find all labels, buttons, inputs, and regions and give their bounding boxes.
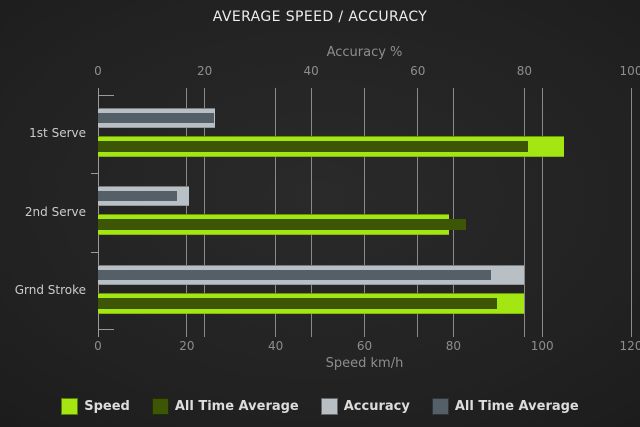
category-divider-tick: [91, 173, 98, 174]
category-label: Grnd Stroke: [14, 283, 86, 297]
legend-item-accuracy[interactable]: Accuracy: [320, 398, 410, 415]
gridline-bottom-80: [452, 88, 454, 337]
bar-all-time-average: [98, 219, 466, 230]
legend-swatch-icon: [151, 398, 169, 415]
bottom-axis-title: Speed km/h: [325, 356, 404, 371]
gridline-bottom-100: [541, 88, 543, 337]
plot-bottom-edge: [98, 329, 114, 330]
legend-swatch-icon: [431, 398, 449, 415]
top-tick-40: 40: [303, 64, 319, 78]
gridline-top-60: [417, 88, 419, 337]
legend-swatch-icon: [320, 398, 338, 415]
top-axis-title: Accuracy %: [326, 45, 403, 60]
top-tick-0: 0: [94, 64, 102, 78]
top-tick-60: 60: [410, 64, 426, 78]
legend-item-label: All Time Average: [174, 399, 299, 414]
bottom-tick-120: 120: [619, 339, 640, 353]
legend-item-label: Speed: [84, 399, 130, 414]
bottom-tick-20: 20: [179, 339, 195, 353]
top-tick-20: 20: [196, 64, 213, 78]
gridline-top-40: [310, 88, 312, 337]
bar-all-time-average: [98, 270, 491, 280]
gridline-top-80: [523, 88, 525, 337]
gridline-top-20: [204, 88, 206, 337]
legend-item-all-time-average[interactable]: All Time Average: [431, 398, 579, 415]
bar-all-time-average: [98, 141, 528, 152]
legend-item-all-time-average[interactable]: All Time Average: [151, 398, 299, 415]
category-label: 2nd Serve: [24, 205, 86, 219]
top-tick-80: 80: [516, 64, 533, 78]
bottom-tick-100: 100: [530, 339, 554, 353]
bottom-tick-60: 60: [356, 339, 373, 353]
gridline-bottom-40: [275, 88, 277, 337]
bottom-tick-0: 0: [94, 339, 102, 353]
category-divider-tick: [91, 252, 98, 253]
bottom-tick-40: 40: [268, 339, 284, 353]
bar-all-time-average: [98, 298, 497, 309]
gridline-bottom-20: [186, 88, 188, 337]
category-label: 1st Serve: [29, 126, 86, 140]
bar-all-time-average: [98, 191, 177, 201]
legend-item-speed[interactable]: Speed: [61, 398, 130, 415]
bar-all-time-average: [98, 113, 214, 123]
legend-item-label: All Time Average: [454, 399, 579, 414]
plot-area: [91, 88, 632, 337]
plot-top-edge: [98, 95, 114, 96]
gridline-bottom-60: [364, 88, 365, 337]
legend: Speed All Time Average Accuracy All Time Av…: [0, 398, 640, 415]
y-axis-line: [98, 88, 99, 337]
legend-item-label: Accuracy: [343, 399, 410, 414]
top-tick-100: 100: [619, 64, 640, 78]
gridline-bottom-120: [630, 88, 632, 337]
legend-swatch-icon: [61, 398, 79, 415]
bottom-tick-80: 80: [445, 339, 461, 353]
chart-title: AVERAGE SPEED / ACCURACY: [212, 9, 428, 25]
